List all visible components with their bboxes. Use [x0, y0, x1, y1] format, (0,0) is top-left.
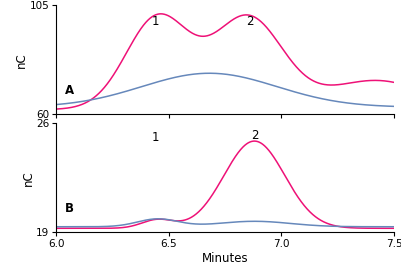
Text: 1: 1 [151, 15, 159, 28]
Text: 2: 2 [250, 129, 257, 142]
Text: 1: 1 [151, 131, 159, 144]
Y-axis label: nC: nC [22, 170, 34, 185]
Text: A: A [65, 84, 74, 97]
Y-axis label: nC: nC [15, 52, 28, 68]
X-axis label: Minutes: Minutes [201, 252, 248, 265]
Text: B: B [65, 202, 73, 215]
Text: 2: 2 [245, 15, 253, 28]
